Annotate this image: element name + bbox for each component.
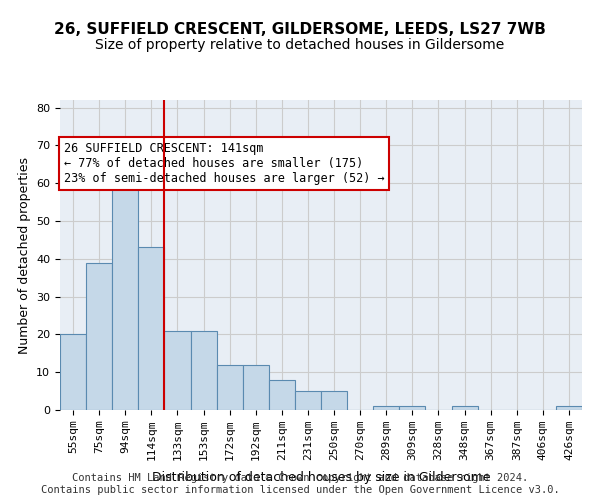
Bar (164, 330, 191, 410)
Bar (452, 406, 478, 410)
Bar (112, 164, 139, 410)
Bar (191, 330, 217, 410)
Bar (321, 391, 347, 410)
Text: Size of property relative to detached houses in Gildersome: Size of property relative to detached ho… (95, 38, 505, 52)
Bar (373, 406, 400, 410)
Text: 26 SUFFIELD CRESCENT: 141sqm
← 77% of detached houses are smaller (175)
23% of s: 26 SUFFIELD CRESCENT: 141sqm ← 77% of de… (64, 142, 385, 185)
Bar (60, 334, 86, 410)
Text: Contains HM Land Registry data © Crown copyright and database right 2024.
Contai: Contains HM Land Registry data © Crown c… (41, 474, 559, 495)
Bar (269, 380, 295, 410)
X-axis label: Distribution of detached houses by size in Gildersome: Distribution of detached houses by size … (152, 472, 490, 484)
Bar (243, 364, 269, 410)
Bar (400, 406, 425, 410)
Bar (139, 248, 164, 410)
Bar (217, 364, 243, 410)
Bar (295, 391, 321, 410)
Text: 26, SUFFIELD CRESCENT, GILDERSOME, LEEDS, LS27 7WB: 26, SUFFIELD CRESCENT, GILDERSOME, LEEDS… (54, 22, 546, 38)
Bar (86, 262, 112, 410)
Bar (556, 406, 582, 410)
Y-axis label: Number of detached properties: Number of detached properties (17, 156, 31, 354)
